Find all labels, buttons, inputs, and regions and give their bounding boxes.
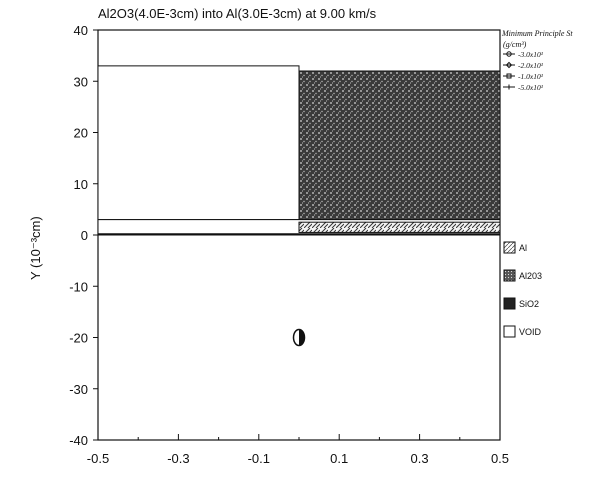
x-axis: -0.5 -0.3 -0.1 0.1 0.3 0.5 <box>87 434 509 466</box>
y-tick-label: 20 <box>74 126 88 141</box>
x-tick-label: 0.3 <box>411 451 429 466</box>
contour-legend-entries: -3.0x10¹ -2.0x10¹ -1.0x10¹ -5.0x10¹ <box>503 50 544 92</box>
material-legend-entry: SiO2 <box>503 297 539 310</box>
contour-legend-entry: -3.0x10¹ <box>503 50 544 59</box>
material-legend-label: Al <box>519 243 527 253</box>
y-tick-label: 0 <box>81 228 88 243</box>
contour-legend-label: -3.0x10¹ <box>518 50 544 59</box>
material-swatch <box>503 241 516 254</box>
y-tick-label: 40 <box>74 23 88 38</box>
contour-legend-label: -2.0x10¹ <box>518 61 544 70</box>
chart-title: Al2O3(4.0E-3cm) into Al(3.0E-3cm) at 9.0… <box>98 6 377 21</box>
material-swatch <box>503 297 516 310</box>
contour-legend-title: Minimum Principle St <box>501 29 573 38</box>
contour-legend-label: -1.0x10¹ <box>518 72 544 81</box>
y-tick-label: -20 <box>69 331 88 346</box>
y-tick-label: -10 <box>69 279 88 294</box>
region-al2o3-1 <box>298 70 501 221</box>
material-legend-label: SiO2 <box>519 299 539 309</box>
x-tick-label: -0.5 <box>87 451 109 466</box>
contour-legend: Minimum Principle St (g/cm³) -3.0x10¹ -2.… <box>501 29 573 92</box>
region-al-0 <box>97 65 300 221</box>
y-axis: 40 30 20 10 0 -10 -20 -30 -40 <box>69 23 98 448</box>
material-swatch <box>503 269 516 282</box>
contour-legend-entry: -1.0x10¹ <box>503 72 544 81</box>
material-swatch <box>503 325 516 338</box>
contour-legend-units: (g/cm³) <box>503 40 527 49</box>
y-tick-label: -40 <box>69 433 88 448</box>
material-legend-entry: Al203 <box>503 269 542 282</box>
x-tick-label: -0.3 <box>167 451 189 466</box>
x-tick-label: 0.5 <box>491 451 509 466</box>
contour-legend-entry: -5.0x10¹ <box>503 83 544 92</box>
x-tick-label: -0.1 <box>248 451 270 466</box>
region-al2o3-3 <box>298 221 501 233</box>
half-disc-marker <box>292 328 306 347</box>
material-legend-entry: Al <box>503 241 527 254</box>
data-markers <box>292 328 306 347</box>
y-tick-label: 30 <box>74 74 88 89</box>
material-legend-label: VOID <box>519 327 542 337</box>
material-legend: Al Al203 SiO2 VOID <box>503 241 542 338</box>
y-tick-label: 10 <box>74 177 88 192</box>
material-legend-label: Al203 <box>519 271 542 281</box>
y-axis-label: Y (10⁻³cm) <box>28 216 43 280</box>
y-tick-label: -30 <box>69 382 88 397</box>
x-tick-label: 0.1 <box>330 451 348 466</box>
material-legend-entry: VOID <box>503 325 542 338</box>
material-regions <box>97 65 501 236</box>
contour-legend-label: -5.0x10¹ <box>518 83 544 92</box>
contour-legend-entry: -2.0x10¹ <box>503 61 544 70</box>
